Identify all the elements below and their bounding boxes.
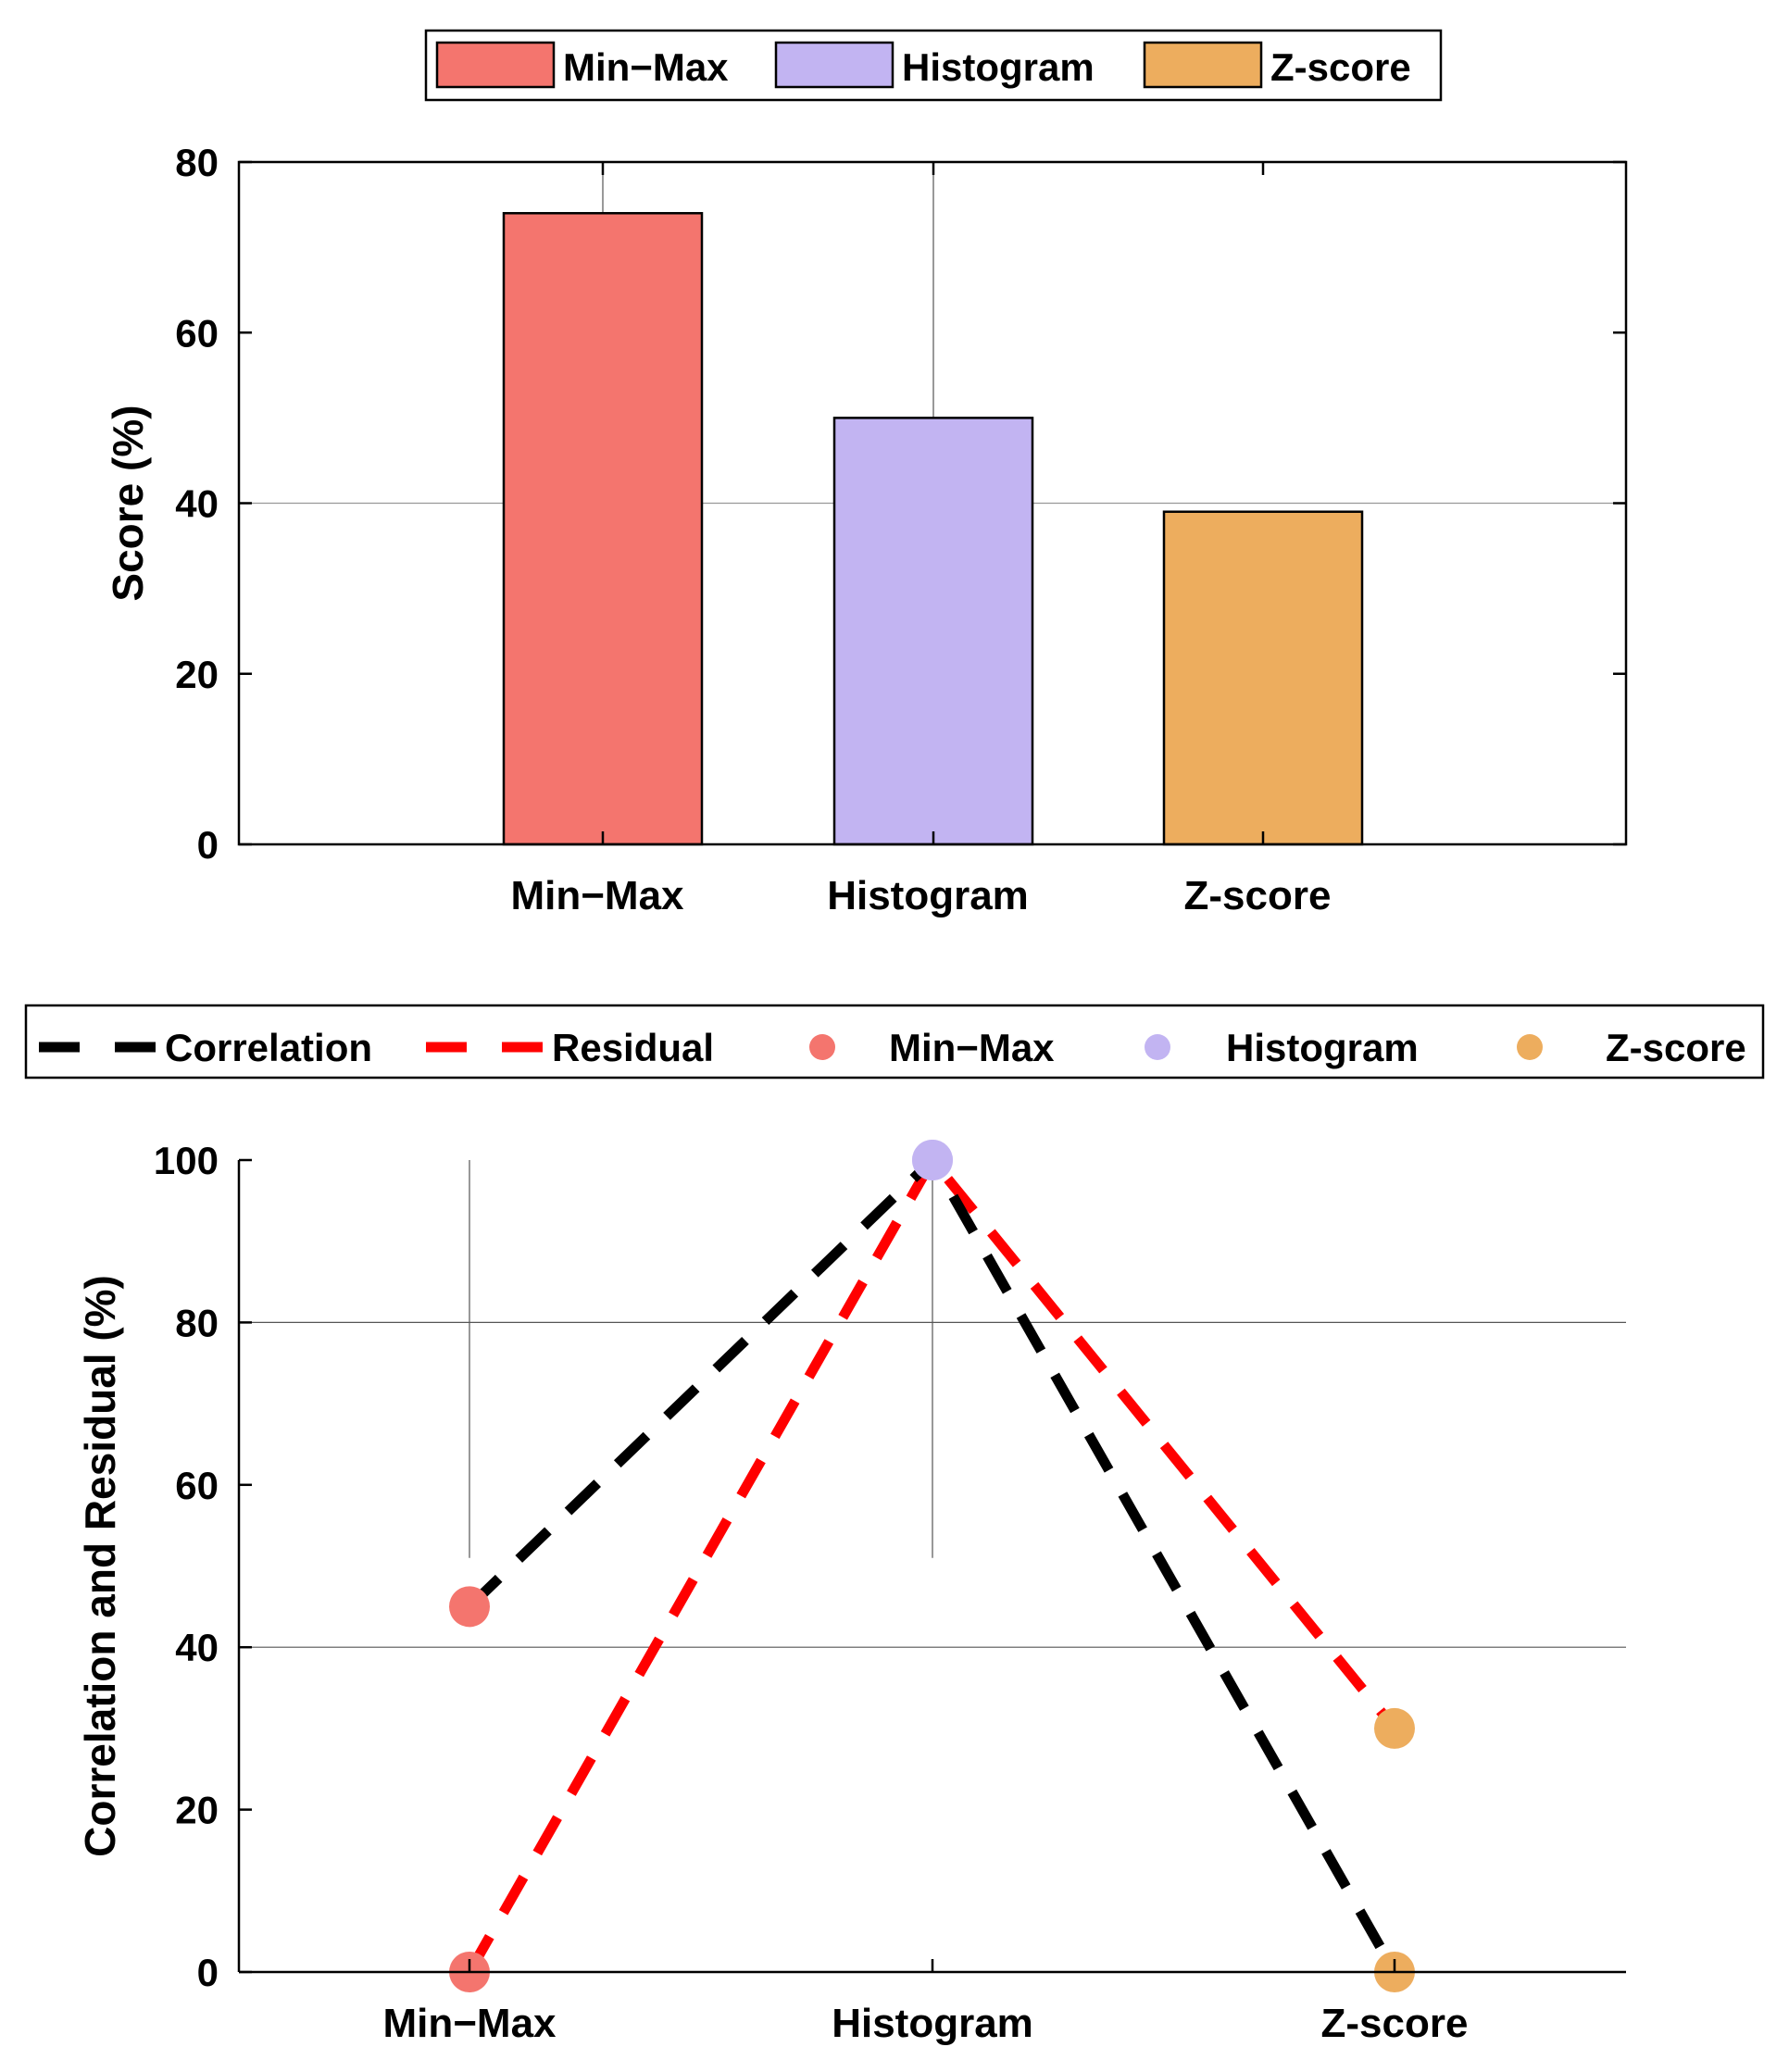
y-tick-label: 60 — [175, 311, 219, 355]
line-chart-points — [449, 1140, 1415, 1992]
line-chart-x-axis: Min−Max Histogram Z-score — [382, 1959, 1468, 2046]
y-tick-label: 80 — [175, 141, 219, 184]
line-chart: Correlation Residual Min−Max Histogram Z-sco… — [24, 1004, 1765, 2046]
legend-label: Residual — [552, 1026, 714, 1069]
y-tick-label: 80 — [175, 1301, 219, 1344]
y-tick-label: 20 — [175, 1789, 219, 1832]
legend-label: Z-score — [1606, 1026, 1746, 1069]
x-tick-label: Z-score — [1184, 873, 1332, 918]
bar-3 — [1162, 510, 1364, 846]
bar-chart-y-axis-label: Score (%) — [104, 405, 152, 601]
legend-label-3: Z-score — [1270, 45, 1411, 89]
bar-1 — [502, 212, 704, 846]
legend-label: Correlation — [165, 1026, 372, 1069]
line-chart-y-axis: 0 20 40 60 80 100 — [154, 1139, 252, 1994]
legend-label-1: Min−Max — [563, 45, 729, 89]
legend-box — [24, 1004, 1765, 1080]
line-chart-gridlines — [239, 1160, 1626, 1648]
bar-2 — [832, 417, 1034, 846]
legend-label: Min−Max — [889, 1026, 1055, 1069]
y-tick-label: 40 — [175, 1626, 219, 1669]
bar-chart-x-axis: Min−Max Histogram Z-score — [510, 162, 1331, 918]
x-tick-label: Histogram — [832, 2001, 1033, 2046]
y-tick-label: 100 — [154, 1139, 219, 1182]
x-tick-label: Z-score — [1321, 2001, 1469, 2046]
data-point-s1-1 — [449, 1586, 490, 1628]
x-tick-label: Min−Max — [382, 2001, 557, 2046]
legend-label: Histogram — [1226, 1026, 1419, 1069]
series-line-2 — [465, 1155, 1399, 1975]
y-tick-label: 40 — [175, 482, 219, 526]
legend-swatch-3 — [1143, 41, 1263, 89]
line-chart-y-axis-label: Correlation and Residual (%) — [76, 1275, 124, 1857]
bar-chart: Min−Max Histogram Z-score 0 20 40 60 80 Min−Ma… — [104, 29, 1628, 918]
y-tick-label: 0 — [197, 823, 219, 867]
legend-label-2: Histogram — [902, 45, 1095, 89]
bar-chart-y-axis: 0 20 40 60 80 — [175, 141, 1626, 867]
legend-marker-2 — [1145, 1034, 1170, 1060]
legend-marker-1 — [809, 1034, 835, 1060]
line-chart-legend: Correlation Residual Min−Max Histogram Z-sco… — [24, 1004, 1765, 1080]
x-tick-label: Min−Max — [510, 873, 684, 918]
y-tick-label: 20 — [175, 653, 219, 696]
x-tick-label: Histogram — [827, 873, 1029, 918]
bar-chart-bars — [502, 212, 1364, 846]
data-point-s2-2 — [912, 1140, 953, 1180]
data-point-s2-3 — [1374, 1707, 1415, 1749]
legend-box — [424, 29, 1443, 102]
legend-swatch-1 — [435, 41, 556, 89]
y-tick-label: 0 — [197, 1951, 219, 1994]
legend-swatch-2 — [774, 41, 894, 89]
legend-marker-3 — [1517, 1034, 1543, 1060]
bar-chart-legend: Min−Max Histogram Z-score — [424, 29, 1443, 102]
y-tick-label: 60 — [175, 1464, 219, 1507]
